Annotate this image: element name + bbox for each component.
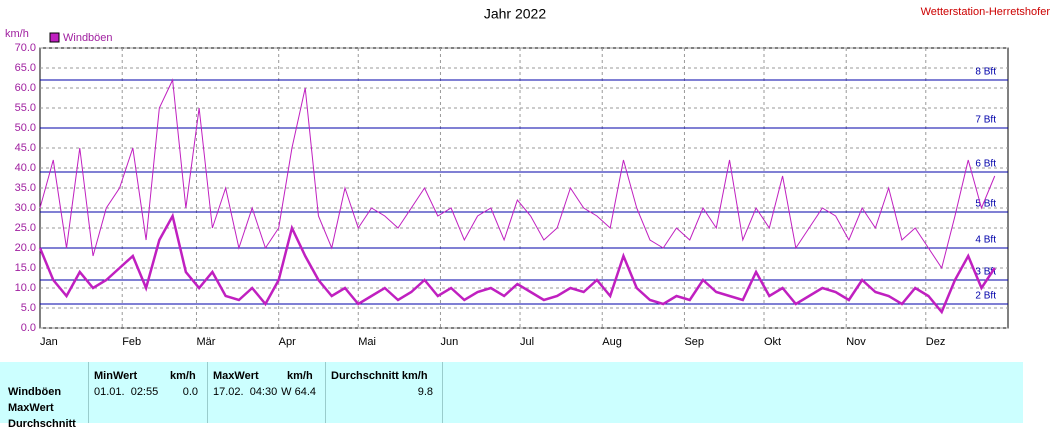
- cell: 0.0: [182, 386, 198, 398]
- row-label: MaxWert: [8, 402, 54, 414]
- bft-label: 6 Bft: [975, 159, 996, 170]
- cell: 17.02. 04:30: [213, 386, 278, 398]
- legend-swatch: [49, 32, 60, 43]
- col-divider: [442, 362, 443, 423]
- y-tick-label: 5.0: [21, 302, 36, 314]
- x-tick-label: Mai: [358, 336, 376, 348]
- cell: 01.01. 02:55: [94, 386, 159, 398]
- y-tick-label: 65.0: [15, 62, 36, 74]
- header-cell: MinWert: [94, 370, 138, 382]
- y-tick-label: 70.0: [15, 42, 36, 54]
- bft-label: 7 Bft: [975, 115, 996, 126]
- x-tick-label: Jun: [440, 336, 458, 348]
- bft-label: 5 Bft: [975, 199, 996, 210]
- x-tick-label: Jul: [520, 336, 534, 348]
- header-cell: km/h: [287, 370, 313, 382]
- y-tick-label: 55.0: [15, 102, 36, 114]
- series-line: [38, 212, 996, 315]
- col-divider: [325, 362, 326, 423]
- y-tick-label: 35.0: [15, 182, 36, 194]
- header-cell: km/h: [170, 370, 196, 382]
- y-tick-label: 0.0: [21, 322, 36, 334]
- bft-label: 4 Bft: [975, 235, 996, 246]
- y-tick-label: 50.0: [15, 122, 36, 134]
- y-tick-label: 20.0: [15, 242, 36, 254]
- y-tick-label: 10.0: [15, 282, 36, 294]
- chart: Jahr 2022 Wetterstation-Herretshofer km/…: [5, 6, 1051, 348]
- cell: 9.8: [417, 386, 433, 398]
- bft-label: 8 Bft: [975, 67, 996, 78]
- header-cell: MaxWert: [213, 370, 259, 382]
- y-tick-label: 15.0: [15, 262, 36, 274]
- y-tick-label: 45.0: [15, 142, 36, 154]
- x-tick-label: Sep: [684, 336, 704, 348]
- col-divider: [207, 362, 208, 423]
- series-line: [39, 78, 996, 270]
- x-tick-label: Nov: [846, 336, 866, 348]
- cell: W 64.4: [281, 386, 316, 398]
- x-tick-label: Aug: [602, 336, 622, 348]
- y-tick-label: 25.0: [15, 222, 36, 234]
- stats-table: MinWert km/h MaxWert km/h Durchschnitt k…: [0, 362, 1023, 430]
- y-tick-label: 60.0: [15, 82, 36, 94]
- x-tick-label: Okt: [764, 336, 781, 348]
- x-tick-label: Dez: [926, 336, 946, 348]
- x-tick-label: Mär: [196, 336, 215, 348]
- source: Wetterstation-Herretshofer: [921, 6, 1051, 18]
- y-tick-label: 30.0: [15, 202, 36, 214]
- header-cell: Durchschnitt km/h: [331, 370, 428, 382]
- bft-label: 3 Bft: [975, 267, 996, 278]
- x-tick-label: Jan: [40, 336, 58, 348]
- y-axis-label: km/h: [5, 28, 29, 40]
- x-tick-label: Feb: [122, 336, 141, 348]
- bft-label: 2 Bft: [975, 291, 996, 302]
- legend-label: Windböen: [63, 32, 113, 44]
- col-divider: [88, 362, 89, 423]
- row-label: Durchschnitt: [8, 418, 76, 430]
- chart-title: Jahr 2022: [484, 6, 546, 22]
- row-label: Windböen: [8, 386, 62, 398]
- y-tick-label: 40.0: [15, 162, 36, 174]
- x-tick-label: Apr: [279, 336, 296, 348]
